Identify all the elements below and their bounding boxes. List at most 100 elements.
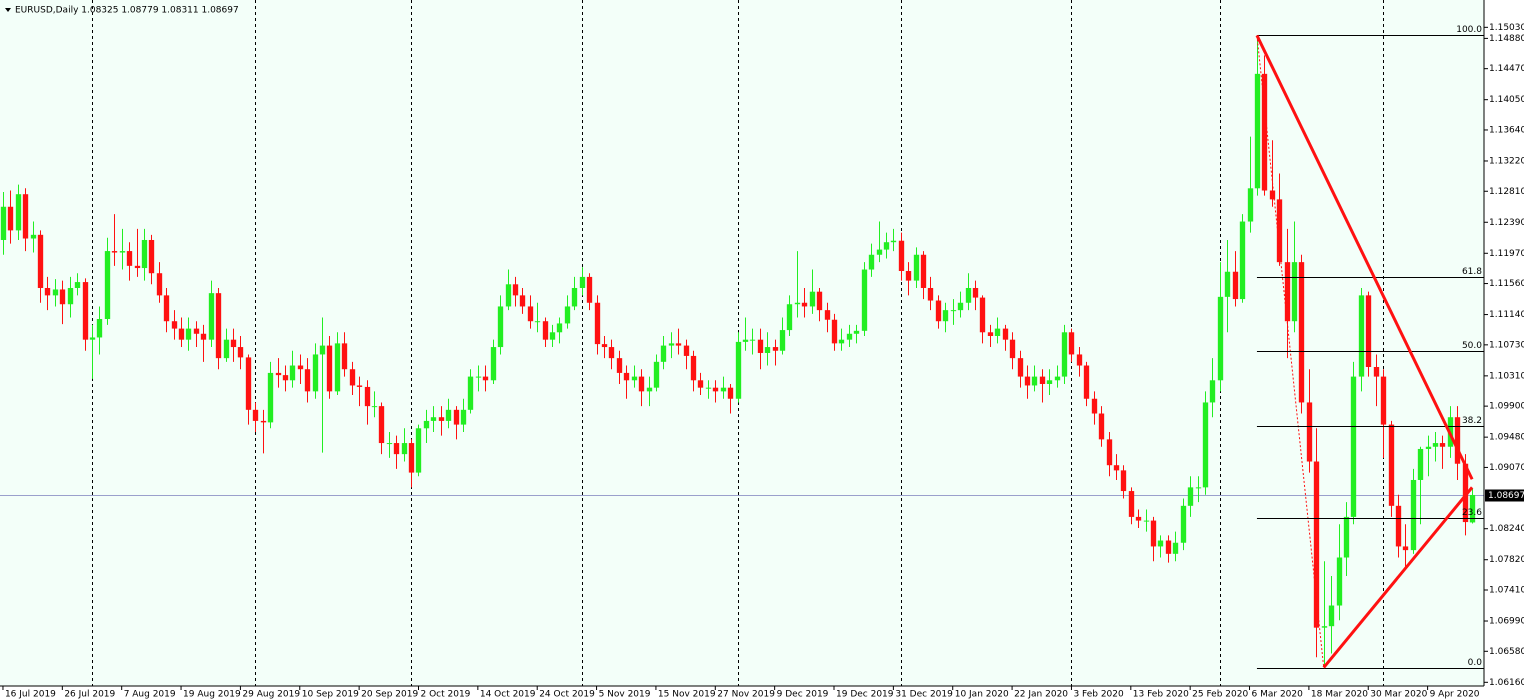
candle-body	[1002, 328, 1009, 340]
candle-body	[1083, 365, 1090, 399]
candle-body	[505, 284, 512, 307]
candle-body	[171, 321, 178, 329]
menu-arrow[interactable]	[5, 8, 11, 12]
candle-body	[1402, 546, 1409, 551]
y-tick-label: 1.11970	[1489, 249, 1524, 259]
candle-body	[1098, 413, 1105, 440]
candle-body	[438, 417, 445, 421]
candle-body	[727, 387, 734, 399]
candle-body	[445, 409, 452, 421]
candle-body	[148, 239, 155, 274]
candle-body	[1046, 380, 1053, 384]
candle-body	[950, 310, 957, 312]
candle-body	[1336, 557, 1343, 606]
y-tick-label: 1.09480	[1489, 433, 1524, 443]
candle-body	[1284, 262, 1291, 322]
x-tick-label: 5 Nov 2019	[599, 690, 651, 700]
candle-body	[44, 287, 51, 296]
candle-body	[913, 254, 920, 281]
candle-body	[786, 304, 793, 331]
candle-body	[319, 345, 326, 355]
candle-body	[193, 328, 200, 334]
x-tick-label: 20 Sep 2019	[361, 690, 418, 700]
candle-body	[1350, 376, 1357, 517]
candle-body	[245, 357, 252, 410]
y-tick-label: 1.15030	[1489, 23, 1524, 33]
candle-body	[52, 289, 59, 296]
candle-body	[601, 344, 608, 348]
candle-body	[482, 376, 489, 381]
candle-body	[371, 406, 378, 408]
candle-body	[1128, 491, 1135, 517]
candle-body	[430, 417, 437, 421]
candle-body	[527, 306, 534, 322]
x-tick-label: 15 Nov 2019	[658, 690, 716, 700]
candle-body	[490, 347, 497, 381]
y-tick-label: 1.09070	[1489, 463, 1524, 473]
y-tick-label: 1.14470	[1489, 64, 1524, 74]
candle-body	[631, 376, 638, 381]
candle-body	[965, 287, 972, 303]
x-tick-label: 14 Oct 2019	[480, 690, 536, 700]
candle-body	[1269, 190, 1276, 200]
candle-body	[1024, 376, 1031, 386]
candle-body	[1031, 376, 1038, 386]
x-tick-label: 31 Dec 2019	[895, 690, 953, 700]
y-tick-label: 1.12390	[1489, 218, 1524, 228]
candle-body	[1224, 271, 1231, 297]
fib-level-label: 50.0	[1462, 341, 1482, 351]
candle-body	[534, 321, 541, 323]
candle-body	[571, 287, 578, 307]
candle-body	[542, 321, 549, 340]
candle-body	[460, 409, 467, 425]
x-tick-label: 13 Feb 2020	[1133, 690, 1189, 700]
candle-body	[453, 409, 460, 425]
candle-body	[7, 206, 14, 231]
candle-body	[742, 339, 749, 342]
x-tick-label: 6 Mar 2020	[1252, 690, 1304, 700]
candle-body	[831, 319, 838, 344]
candle-body	[1343, 516, 1350, 558]
candle-body	[341, 343, 348, 370]
candle-body	[579, 276, 586, 288]
candle-body	[423, 420, 430, 429]
fib-level-label: 23.6	[1462, 508, 1482, 518]
candle-body	[326, 345, 333, 392]
candle-body	[1298, 262, 1305, 403]
candle-body	[1417, 448, 1424, 480]
candle-body	[1157, 540, 1164, 547]
x-tick-label: 7 Aug 2019	[124, 690, 176, 700]
candle-body	[178, 328, 185, 340]
candle-body	[697, 380, 704, 388]
candle-body	[1054, 376, 1061, 381]
candle-body	[1432, 443, 1439, 447]
candle-body	[96, 319, 103, 338]
x-tick-label: 30 Mar 2020	[1370, 690, 1427, 700]
candle-body	[1091, 398, 1098, 414]
candle-body	[764, 347, 771, 353]
fib-level-label: 38.2	[1462, 416, 1482, 426]
candle-body	[185, 328, 192, 340]
candle-body	[1165, 540, 1172, 554]
candle-body	[809, 291, 816, 307]
candle-body	[594, 302, 601, 345]
candle-body	[861, 269, 868, 331]
candle-body	[119, 251, 126, 253]
candle-body	[111, 251, 118, 253]
candle-body	[519, 295, 526, 307]
candle-body	[267, 372, 274, 423]
candle-body	[1365, 295, 1372, 367]
candle-body	[1358, 295, 1365, 377]
candle-body	[653, 361, 660, 388]
candle-body	[994, 328, 1001, 336]
candle-body	[334, 343, 341, 392]
candle-body	[215, 293, 222, 359]
candle-body	[1106, 439, 1113, 466]
candle-body	[1321, 626, 1328, 628]
candle-body	[349, 369, 356, 386]
candle-body	[1061, 332, 1068, 377]
candle-body	[690, 355, 697, 381]
candle-body	[905, 271, 912, 281]
candle-body	[1076, 354, 1083, 366]
